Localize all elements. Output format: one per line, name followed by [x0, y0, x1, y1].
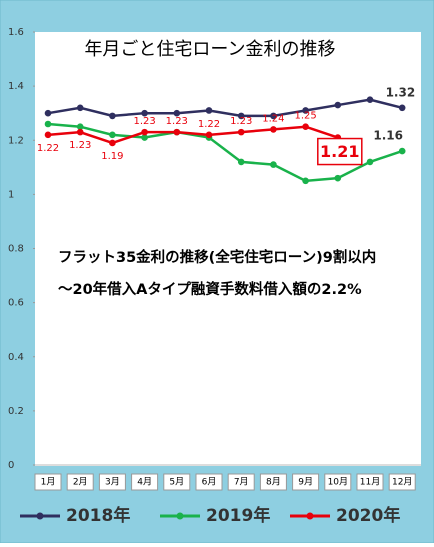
data-point — [205, 131, 213, 139]
legend-label: 2019年 — [206, 505, 270, 526]
data-point — [141, 128, 148, 136]
x-tick-label: 2月 — [73, 477, 88, 488]
x-tick-box — [34, 473, 62, 491]
data-label: 1.23 — [230, 116, 252, 127]
legend-swatch — [176, 512, 184, 520]
data-point — [237, 158, 245, 166]
data-label: 1.25 — [294, 111, 316, 122]
x-tick-label: 11月 — [360, 477, 380, 488]
data-point — [44, 131, 52, 139]
x-tick-label: 4月 — [137, 477, 152, 488]
x-tick-box — [292, 473, 320, 491]
x-tick-box — [259, 473, 287, 491]
data-point — [44, 120, 52, 128]
data-label: 1.16 — [373, 129, 403, 143]
data-point — [398, 147, 406, 155]
x-tick-box — [98, 473, 126, 491]
x-tick-label: 10月 — [328, 477, 348, 488]
data-point — [270, 126, 277, 133]
data-point — [302, 123, 309, 131]
chart-title: 年月ごと住宅ローン金利の推移 — [84, 39, 335, 60]
legend-swatch — [306, 512, 314, 520]
annotation: ～20年借入Aタイプ融資手数料借入額の2.2% — [58, 280, 362, 298]
data-point — [109, 112, 116, 120]
x-tick-label: 1月 — [41, 477, 56, 488]
data-point — [270, 112, 277, 120]
data-point — [76, 123, 84, 131]
data-point — [366, 96, 374, 103]
x-tick-label: 8月 — [266, 477, 281, 488]
y-tick-label: 0.2 — [8, 406, 24, 417]
data-point — [398, 104, 406, 112]
data-label: 1.23 — [133, 116, 155, 127]
y-tick-label: 1.4 — [8, 81, 24, 92]
x-tick-box — [66, 473, 94, 491]
data-point — [76, 104, 84, 112]
x-tick-box — [324, 473, 352, 491]
series-line — [47, 125, 339, 145]
x-tick-box — [388, 473, 416, 491]
data-point — [173, 109, 181, 117]
legend-label: 2018年 — [66, 505, 130, 526]
data-label: 1.32 — [386, 85, 416, 99]
y-tick-label: 0.8 — [8, 244, 24, 255]
data-point — [173, 128, 181, 136]
data-label: 1.21 — [320, 142, 359, 161]
x-tick-label: 3月 — [105, 477, 120, 488]
highlight-box — [317, 137, 363, 166]
x-tick-box — [356, 473, 384, 491]
legend-swatch — [36, 512, 44, 520]
data-point — [237, 112, 245, 120]
data-label: 1.23 — [69, 140, 91, 151]
legend-label: 2020年 — [336, 505, 400, 526]
data-label: 1.22 — [37, 143, 59, 154]
x-tick-label: 7月 — [234, 477, 249, 488]
data-point — [109, 139, 116, 147]
data-point — [334, 174, 342, 182]
x-tick-box — [227, 473, 255, 491]
y-tick-label: 1 — [8, 189, 14, 200]
data-point — [141, 109, 148, 117]
y-tick-label: 1.6 — [8, 27, 24, 38]
x-tick-label: 12月 — [392, 477, 412, 488]
data-label: 1.19 — [101, 151, 123, 162]
y-tick-label: 0.4 — [8, 352, 24, 363]
data-point — [76, 128, 84, 136]
data-label: 1.24 — [262, 113, 284, 124]
data-point — [302, 107, 309, 114]
y-tick-label: 0 — [8, 460, 14, 471]
data-label: 1.23 — [166, 116, 188, 127]
data-point — [237, 128, 245, 136]
plot-area — [35, 32, 421, 466]
annotation: フラット35金利の推移(全宅住宅ローン)9割以内 — [58, 248, 376, 266]
y-tick-label: 0.6 — [8, 298, 24, 309]
y-tick-label: 1.2 — [8, 135, 24, 146]
data-point — [109, 131, 116, 139]
data-point — [44, 109, 52, 117]
x-tick-box — [131, 473, 159, 491]
data-point — [334, 101, 342, 109]
x-tick-label: 5月 — [169, 477, 184, 488]
series-line — [47, 98, 403, 118]
data-point — [141, 134, 148, 141]
data-point — [302, 177, 309, 185]
x-tick-box — [195, 473, 223, 491]
x-tick-label: 6月 — [202, 477, 217, 488]
x-tick-box — [163, 473, 191, 491]
series-line — [47, 122, 403, 183]
data-label: 1.22 — [198, 119, 220, 130]
x-tick-label: 9月 — [298, 477, 313, 488]
data-point — [270, 161, 277, 168]
data-point — [205, 107, 213, 114]
data-point — [366, 158, 374, 166]
